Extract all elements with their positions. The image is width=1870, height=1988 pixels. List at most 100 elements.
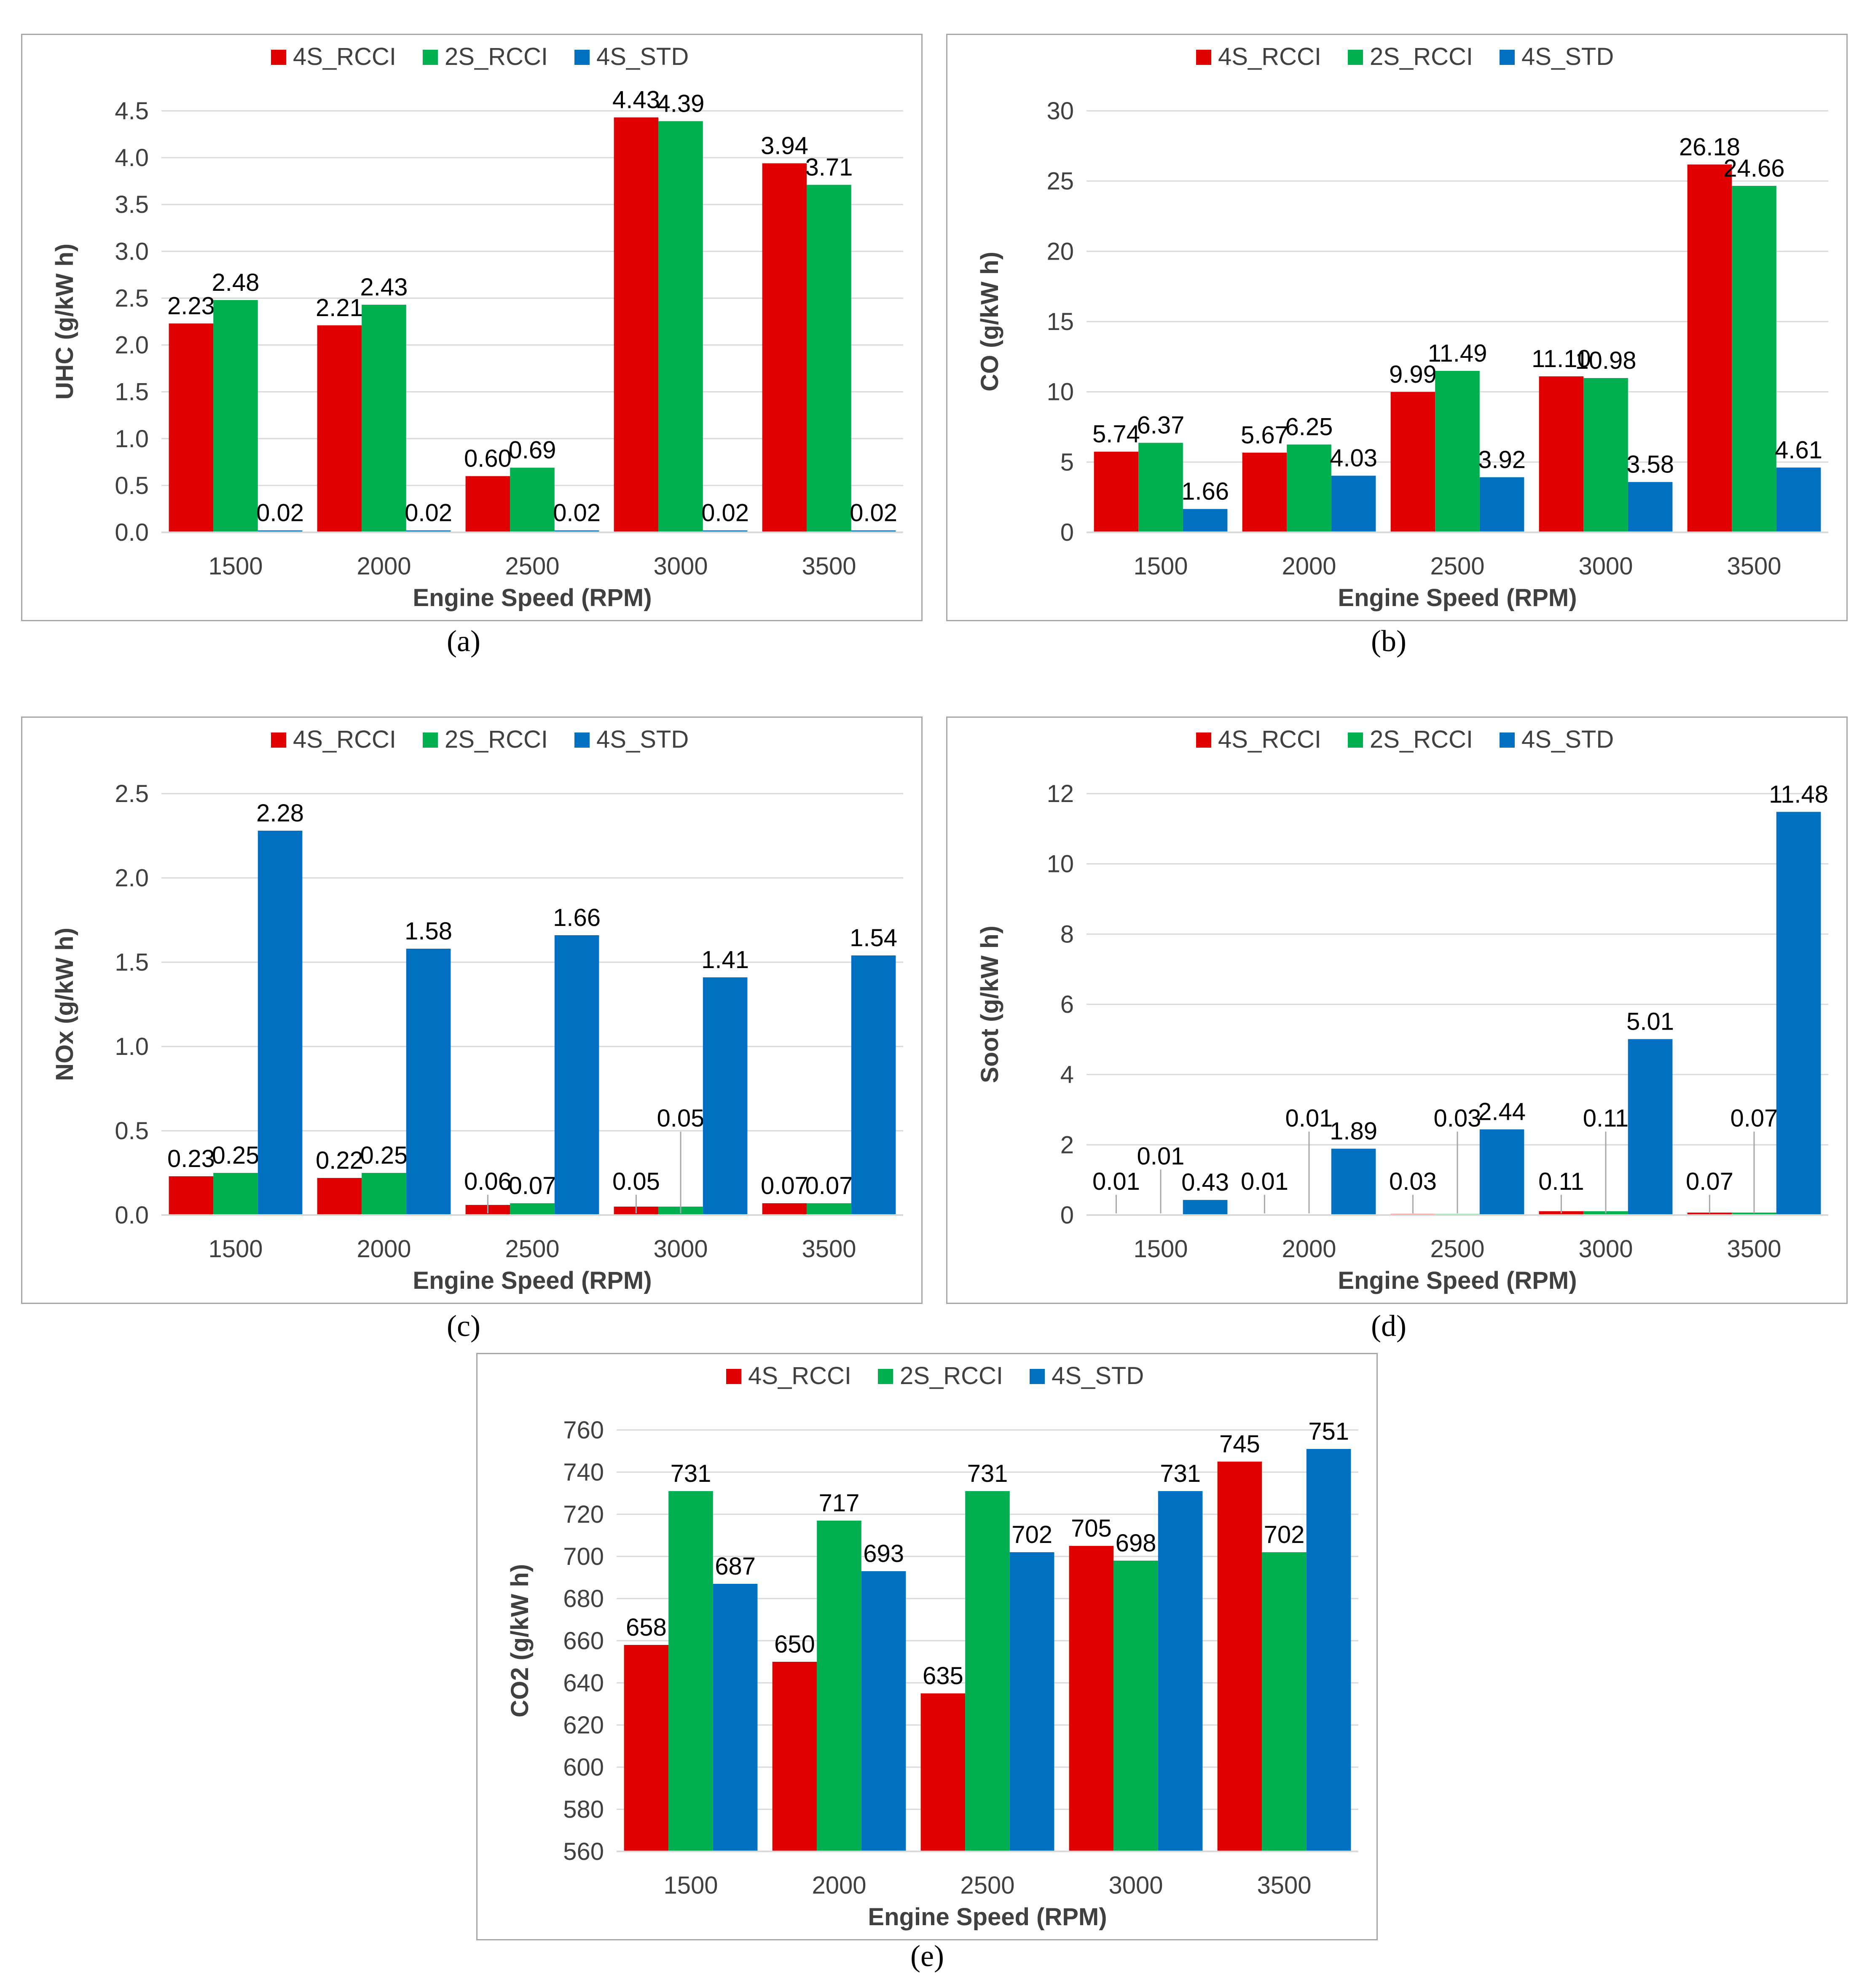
- x-tick-label: 2000: [357, 553, 411, 580]
- legend-swatch-4s-std: [1030, 1369, 1045, 1384]
- data-label: 0.06: [464, 1168, 512, 1195]
- data-label: 635: [923, 1662, 963, 1690]
- bar-4s-std-1500: [258, 530, 303, 532]
- data-label: 702: [1264, 1521, 1305, 1548]
- legend-label: 4S_STD: [596, 726, 689, 753]
- y-tick-label: 2.5: [115, 284, 149, 312]
- y-tick-label: 4.5: [115, 97, 149, 125]
- x-axis-title: Engine Speed (RPM): [1338, 1267, 1577, 1294]
- bar-2s-rcci-1500: [1138, 443, 1183, 532]
- y-tick-label: 1.0: [115, 1033, 149, 1060]
- bar-4s-rcci-3000: [1069, 1546, 1114, 1851]
- data-label: 731: [967, 1460, 1008, 1487]
- bar-2s-rcci-2000: [362, 1173, 406, 1215]
- y-tick-label: 25: [1046, 168, 1074, 195]
- data-label: 1.66: [1181, 478, 1229, 505]
- legend-label: 2S_RCCI: [900, 1362, 1003, 1390]
- data-label: 0.01: [1285, 1105, 1333, 1132]
- data-label: 4.43: [612, 86, 660, 114]
- bar-4s-rcci-3500: [762, 1203, 807, 1215]
- x-tick-label: 1500: [1133, 553, 1188, 580]
- legend-label: 2S_RCCI: [445, 43, 548, 70]
- bar-4s-std-2500: [1479, 1129, 1524, 1215]
- x-tick-label: 3000: [1108, 1872, 1163, 1899]
- data-label: 1.89: [1330, 1118, 1377, 1145]
- y-tick-label: 0.0: [115, 1202, 149, 1229]
- x-tick-label: 2000: [357, 1235, 411, 1263]
- x-tick-label: 2000: [1282, 1235, 1336, 1263]
- bar-4s-rcci-2500: [920, 1693, 966, 1851]
- y-tick-label: 2.5: [115, 780, 149, 808]
- y-tick-label: 30: [1046, 97, 1074, 125]
- y-tick-label: 740: [563, 1459, 604, 1486]
- y-axis-title: CO2 (g/kW h): [506, 1564, 534, 1717]
- data-label: 687: [715, 1553, 756, 1580]
- y-tick-label: 10: [1046, 850, 1074, 878]
- legend-swatch-4s-std: [574, 50, 590, 65]
- y-tick-label: 760: [563, 1417, 604, 1444]
- bar-4s-std-3500: [851, 530, 896, 532]
- y-axis-title: CO (g/kW h): [976, 252, 1003, 392]
- bar-4s-std-3500: [851, 955, 896, 1215]
- y-tick-label: 0.0: [115, 519, 149, 546]
- bar-4s-std-3000: [703, 530, 748, 532]
- x-axis-title: Engine Speed (RPM): [413, 584, 652, 612]
- x-tick-label: 3500: [802, 1235, 856, 1263]
- y-tick-label: 560: [563, 1838, 604, 1865]
- y-axis-title: Soot (g/kW h): [976, 926, 1003, 1083]
- y-tick-label: 0: [1060, 519, 1074, 546]
- legend-swatch-4s-std: [1500, 732, 1515, 748]
- data-label: 5.74: [1092, 421, 1140, 448]
- bar-4s-std-3000: [703, 977, 748, 1215]
- data-label: 702: [1011, 1521, 1052, 1548]
- bar-4s-rcci-2000: [772, 1662, 817, 1851]
- y-tick-label: 0.5: [115, 1117, 149, 1145]
- data-label: 5.01: [1626, 1008, 1674, 1036]
- x-tick-label: 3000: [653, 1235, 708, 1263]
- bar-2s-rcci-3500: [807, 185, 851, 532]
- bar-4s-std-1500: [713, 1584, 758, 1851]
- y-tick-label: 600: [563, 1754, 604, 1781]
- data-label: 717: [819, 1489, 860, 1517]
- bar-2s-rcci-1500: [213, 300, 258, 532]
- bar-4s-rcci-1500: [624, 1645, 669, 1851]
- caption-b: (b): [1371, 624, 1406, 658]
- x-tick-label: 2500: [505, 1235, 559, 1263]
- data-label: 3.71: [805, 154, 853, 181]
- data-label: 0.07: [509, 1172, 556, 1199]
- chart-panel-d: 0 2 4 6 8 10 12 0.01 0.01 0.03 0.11 0.07 0.01 0.01 0.0…: [946, 716, 1848, 1304]
- x-tick-label: 2500: [505, 553, 559, 580]
- y-axis-title: UHC (g/kW h): [51, 244, 78, 400]
- caption-e: (e): [910, 1939, 944, 1973]
- bar-4s-rcci-2000: [1242, 453, 1287, 532]
- x-tick-label: 1500: [208, 1235, 263, 1263]
- data-label: 650: [774, 1631, 815, 1658]
- legend-label: 4S_RCCI: [293, 43, 396, 70]
- data-label: 0.02: [256, 499, 304, 527]
- legend-swatch-2s-rcci: [423, 50, 438, 65]
- bar-4s-std-2500: [1479, 477, 1524, 532]
- y-tick-label: 2.0: [115, 864, 149, 892]
- y-tick-label: 660: [563, 1627, 604, 1655]
- data-label: 6.37: [1137, 412, 1185, 439]
- data-label: 2.28: [256, 799, 304, 827]
- y-tick-label: 0.5: [115, 472, 149, 499]
- data-label: 4.39: [657, 90, 705, 117]
- data-label: 0.23: [167, 1145, 215, 1172]
- data-label: 0.25: [360, 1142, 408, 1169]
- bar-4s-rcci-1500: [169, 1176, 214, 1215]
- bar-4s-rcci-3500: [762, 163, 807, 532]
- data-label: 0.07: [1730, 1105, 1778, 1132]
- data-label: 0.01: [1092, 1168, 1140, 1195]
- data-label: 658: [626, 1614, 667, 1641]
- legend-label: 2S_RCCI: [1370, 726, 1473, 753]
- chart-panel-c: 0.0 0.5 1.0 1.5 2.0 2.5 0.23 0.22 0.06 0.05 0.07 0.…: [21, 716, 923, 1304]
- data-label: 0.43: [1181, 1169, 1229, 1196]
- data-label: 705: [1071, 1515, 1112, 1542]
- bar-4s-std-3000: [1158, 1491, 1203, 1851]
- data-label: 0.02: [405, 499, 452, 527]
- data-label: 0.11: [1583, 1105, 1629, 1132]
- data-label: 0.02: [850, 499, 897, 527]
- data-label: 0.07: [761, 1172, 808, 1199]
- legend-label: 4S_STD: [1052, 1362, 1144, 1390]
